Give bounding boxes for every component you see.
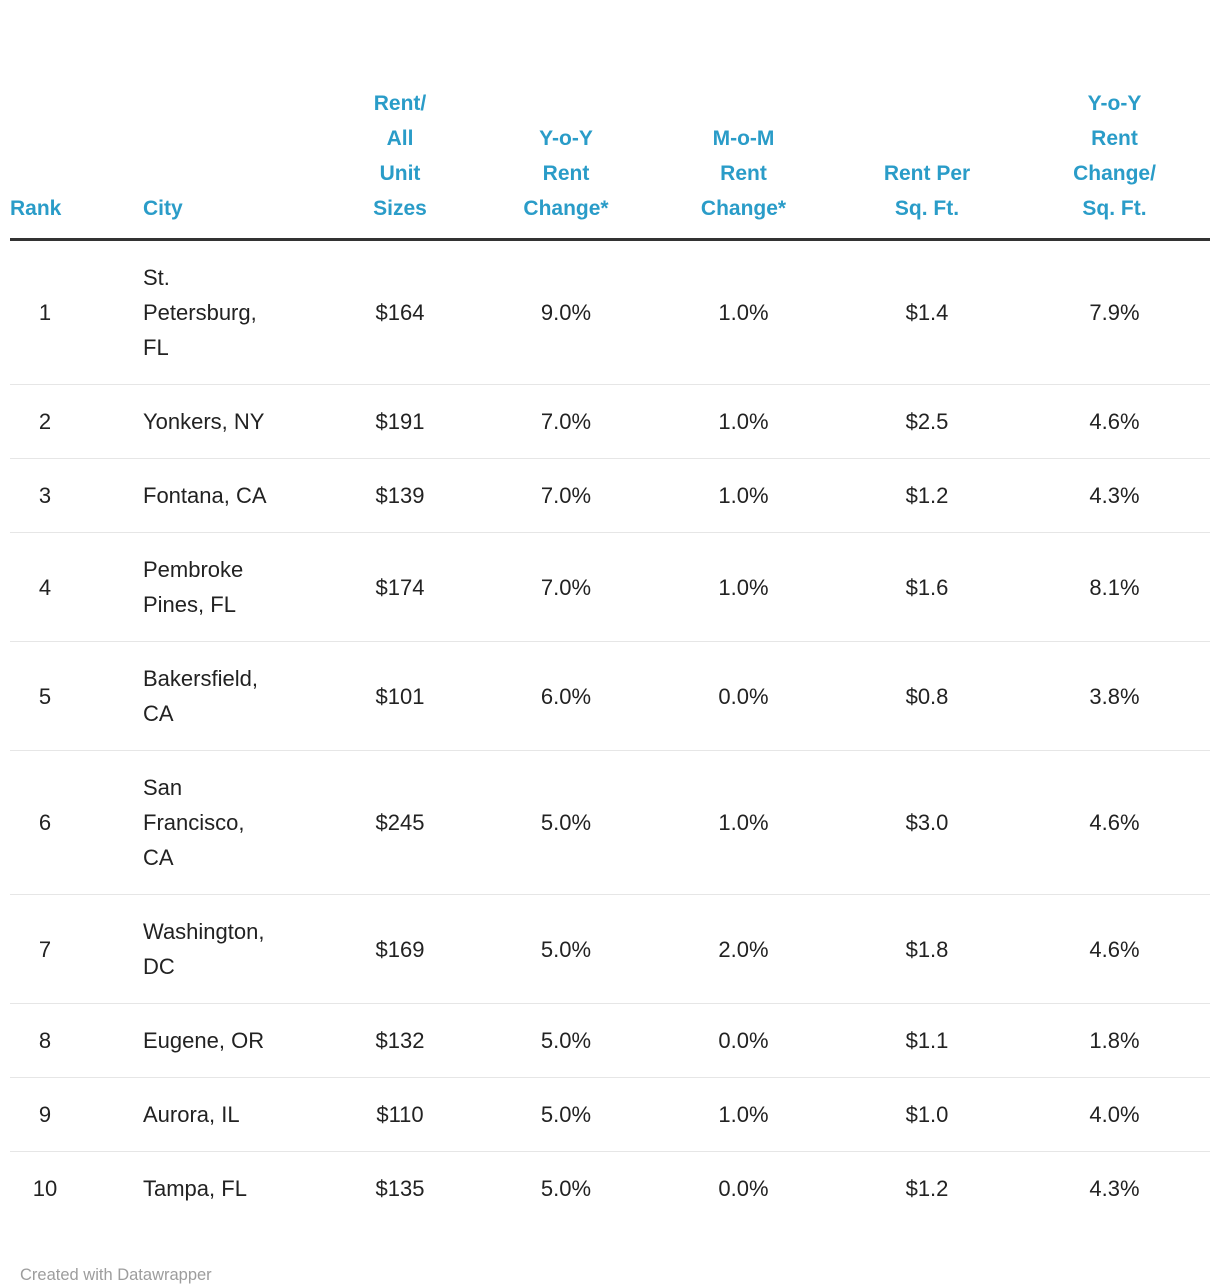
cell-rent-per-sqft: $1.8 [905,936,949,962]
cell-rent-all-unit-sizes: $169 [375,936,425,962]
cell-rank: 2 [38,409,52,434]
column-header-mom-rent-change: M-o-M Rent Change* [700,127,787,220]
cell-rent-per-sqft: $2.5 [905,409,949,434]
table-row: 5 Bakersfield, CA $101 6.0% 0.0% $0.8 3.8% [10,641,1210,751]
cell-rent-all-unit-sizes: $132 [375,1028,425,1053]
table-row: 7 Washington, DC $169 5.0% 2.0% $1.8 4.6% [10,894,1210,1004]
cell-city: Pembroke Pines, FL [143,557,244,617]
cell-yoy-rent-change-per-sqft: 4.6% [1089,936,1140,962]
cell-mom-rent-change: 2.0% [718,936,769,962]
cell-yoy-rent-change: 7.0% [540,483,592,508]
cell-city: Aurora, IL [143,1102,240,1127]
table-row: 4 Pembroke Pines, FL $174 7.0% 1.0% $1.6 8.1% [10,532,1210,642]
column-header-rent-per-sqft: Rent Per Sq. Ft. [883,162,971,220]
cell-yoy-rent-change: 6.0% [540,683,592,709]
table-header: Rank City Rent/ All Unit Sizes Y-o-Y Ren… [10,0,1210,240]
cell-mom-rent-change: 1.0% [718,483,769,508]
column-header-rank: Rank [10,197,62,220]
cell-yoy-rent-change: 5.0% [540,1176,592,1201]
cell-mom-rent-change: 0.0% [718,1028,769,1053]
cell-mom-rent-change: 0.0% [718,683,769,709]
cell-rent-per-sqft: $1.6 [905,574,949,600]
cell-yoy-rent-change-per-sqft: 3.8% [1089,683,1140,709]
cell-rent-all-unit-sizes: $110 [376,1102,424,1127]
cell-rent-all-unit-sizes: $174 [375,574,425,600]
column-header-yoy-rent-change-per-sqft: Y-o-Y Rent Change/ Sq. Ft. [1073,92,1156,220]
rent-rank-table: Rank City Rent/ All Unit Sizes Y-o-Y Ren… [10,0,1210,1225]
cell-yoy-rent-change: 7.0% [540,409,592,434]
table-row: 6 San Francisco, CA $245 5.0% 1.0% $3.0 4.6% [10,750,1210,895]
cell-city: Eugene, OR [143,1028,265,1053]
cell-mom-rent-change: 1.0% [718,810,769,835]
cell-yoy-rent-change: 5.0% [540,1028,592,1053]
cell-rent-all-unit-sizes: $139 [375,483,425,508]
cell-city: Fontana, CA [143,483,267,508]
cell-city: Washington, DC [143,919,265,979]
header-row: Rank City Rent/ All Unit Sizes Y-o-Y Ren… [10,0,1210,240]
table-row: 2 Yonkers, NY $191 7.0% 1.0% $2.5 4.6% [10,384,1210,459]
cell-rank: 3 [38,483,52,508]
cell-yoy-rent-change: 7.0% [540,574,592,600]
cell-mom-rent-change: 1.0% [718,300,769,325]
cell-rent-per-sqft: $1.0 [905,1102,949,1127]
datawrapper-credit: Created with Datawrapper [20,1266,212,1284]
cell-rank: 10 [32,1176,58,1201]
cell-rent-per-sqft: $1.2 [905,483,949,508]
column-header-city: City [143,197,183,220]
cell-rank: 1 [38,300,52,325]
cell-city: Tampa, FL [143,1176,247,1201]
cell-yoy-rent-change-per-sqft: 1.8% [1089,1028,1140,1053]
cell-yoy-rent-change: 5.0% [540,936,592,962]
cell-rank: 5 [38,683,52,709]
cell-rank: 8 [38,1028,52,1053]
cell-rent-per-sqft: $1.1 [905,1028,949,1053]
cell-yoy-rent-change: 5.0% [540,810,592,835]
table-row: 3 Fontana, CA $139 7.0% 1.0% $1.2 4.3% [10,458,1210,533]
column-header-yoy-rent-change: Y-o-Y Rent Change* [523,127,609,220]
cell-rent-per-sqft: $0.8 [905,683,949,709]
cell-rent-per-sqft: $1.4 [905,300,949,325]
cell-yoy-rent-change: 9.0% [540,300,592,325]
table-row: 8 Eugene, OR $132 5.0% 0.0% $1.1 1.8% [10,1003,1210,1078]
cell-yoy-rent-change: 5.0% [540,1102,592,1127]
cell-rank: 6 [38,810,52,835]
cell-rent-all-unit-sizes: $191 [375,409,425,434]
cell-yoy-rent-change-per-sqft: 4.6% [1089,810,1140,835]
cell-rent-all-unit-sizes: $101 [375,683,425,709]
cell-yoy-rent-change-per-sqft: 4.3% [1089,483,1140,508]
cell-mom-rent-change: 0.0% [718,1176,769,1201]
cell-rent-all-unit-sizes: $245 [375,810,425,835]
cell-rent-per-sqft: $1.2 [905,1176,949,1201]
cell-city: Yonkers, NY [143,409,265,434]
table-row: 10 Tampa, FL $135 5.0% 0.0% $1.2 4.3% [10,1151,1210,1226]
cell-mom-rent-change: 1.0% [718,1102,769,1127]
cell-yoy-rent-change-per-sqft: 7.9% [1089,300,1140,325]
cell-rent-per-sqft: $3.0 [905,810,949,835]
cell-mom-rent-change: 1.0% [718,574,769,600]
cell-rank: 4 [38,574,52,600]
cell-yoy-rent-change-per-sqft: 8.1% [1089,574,1140,600]
cell-city: Bakersfield, CA [143,666,258,726]
table-row: 9 Aurora, IL $110 5.0% 1.0% $1.0 4.0% [10,1077,1210,1152]
cell-yoy-rent-change-per-sqft: 4.3% [1089,1176,1140,1201]
cell-rent-all-unit-sizes: $164 [375,300,425,325]
cell-yoy-rent-change-per-sqft: 4.6% [1089,409,1140,434]
cell-yoy-rent-change-per-sqft: 4.0% [1089,1102,1140,1127]
cell-rank: 9 [38,1102,52,1127]
table-body: 1 St. Petersburg, FL $164 9.0% 1.0% $1.4 7.9% 2… [10,240,1210,1226]
cell-city: St. Petersburg, FL [143,265,257,360]
cell-city: San Francisco, CA [143,775,245,870]
column-header-rent-all-unit-sizes: Rent/ All Unit Sizes [373,92,427,220]
cell-mom-rent-change: 1.0% [718,409,769,434]
cell-rank: 7 [38,936,52,962]
table-row: 1 St. Petersburg, FL $164 9.0% 1.0% $1.4 7.9% [10,240,1210,385]
cell-rent-all-unit-sizes: $135 [375,1176,425,1201]
